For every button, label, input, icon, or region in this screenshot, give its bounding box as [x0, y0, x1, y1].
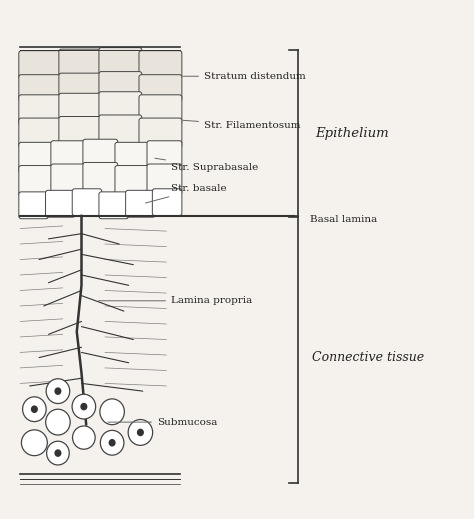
FancyBboxPatch shape: [46, 190, 75, 217]
Ellipse shape: [23, 397, 46, 421]
Text: Lamina propria: Lamina propria: [99, 296, 252, 305]
FancyBboxPatch shape: [59, 49, 102, 77]
FancyBboxPatch shape: [19, 95, 62, 125]
FancyBboxPatch shape: [139, 75, 182, 102]
Circle shape: [55, 450, 61, 456]
FancyBboxPatch shape: [99, 72, 142, 99]
Ellipse shape: [46, 379, 70, 404]
FancyBboxPatch shape: [83, 162, 118, 194]
FancyBboxPatch shape: [115, 142, 150, 173]
Text: Str. Filamentosum: Str. Filamentosum: [183, 120, 301, 130]
Text: Basal lamina: Basal lamina: [310, 215, 377, 224]
Text: Str. Suprabasale: Str. Suprabasale: [155, 158, 258, 172]
FancyBboxPatch shape: [19, 166, 54, 197]
FancyBboxPatch shape: [152, 189, 182, 215]
FancyBboxPatch shape: [72, 189, 102, 215]
Ellipse shape: [128, 419, 153, 445]
Ellipse shape: [73, 426, 95, 449]
FancyBboxPatch shape: [147, 164, 182, 195]
Ellipse shape: [46, 409, 70, 435]
Circle shape: [81, 404, 87, 409]
FancyBboxPatch shape: [19, 118, 62, 148]
Text: Epithelium: Epithelium: [315, 127, 389, 140]
Circle shape: [137, 429, 143, 435]
Circle shape: [32, 406, 37, 412]
FancyBboxPatch shape: [59, 93, 102, 123]
Circle shape: [55, 388, 61, 394]
Ellipse shape: [21, 430, 47, 456]
FancyBboxPatch shape: [115, 166, 150, 197]
FancyBboxPatch shape: [139, 51, 182, 79]
FancyBboxPatch shape: [99, 115, 142, 145]
FancyBboxPatch shape: [147, 141, 182, 172]
FancyBboxPatch shape: [99, 192, 128, 218]
FancyBboxPatch shape: [126, 190, 155, 217]
Ellipse shape: [100, 399, 124, 425]
FancyBboxPatch shape: [19, 192, 48, 218]
FancyBboxPatch shape: [139, 95, 182, 125]
FancyBboxPatch shape: [59, 116, 102, 146]
FancyBboxPatch shape: [51, 164, 86, 195]
FancyBboxPatch shape: [99, 48, 142, 76]
FancyBboxPatch shape: [19, 51, 62, 79]
Circle shape: [109, 440, 115, 446]
FancyBboxPatch shape: [19, 142, 54, 173]
FancyBboxPatch shape: [19, 75, 62, 102]
FancyBboxPatch shape: [139, 118, 182, 148]
FancyBboxPatch shape: [83, 139, 118, 170]
FancyBboxPatch shape: [51, 141, 86, 172]
Text: Submucosa: Submucosa: [108, 418, 217, 427]
Ellipse shape: [72, 394, 96, 419]
FancyBboxPatch shape: [99, 92, 142, 121]
Ellipse shape: [46, 441, 69, 465]
Text: Str. basale: Str. basale: [146, 184, 227, 203]
Text: Connective tissue: Connective tissue: [312, 351, 425, 364]
Text: Stratum distendum: Stratum distendum: [183, 72, 306, 81]
Ellipse shape: [100, 430, 124, 455]
FancyBboxPatch shape: [59, 73, 102, 100]
